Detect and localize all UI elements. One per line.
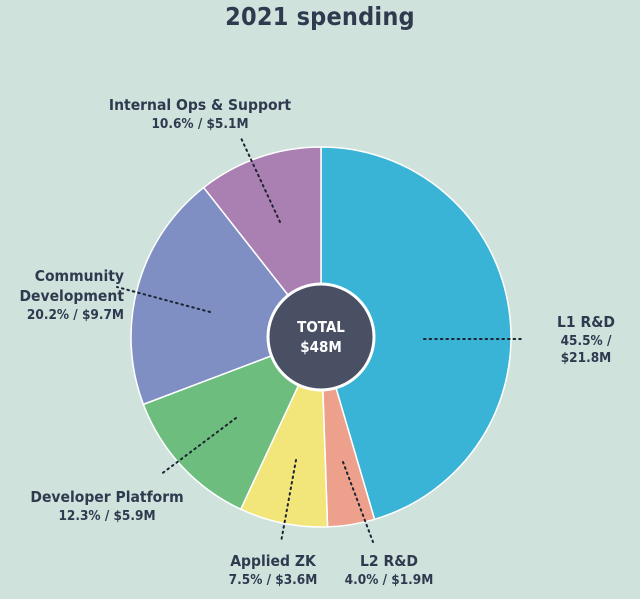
label-developer-platform-value: 12.3% / $5.9M — [58, 507, 156, 524]
label-developer-platform: Developer Platform 12.3% / $5.9M — [20, 488, 194, 525]
label-community-development: Community Development 20.2% / $9.7M — [0, 267, 124, 324]
label-l2-rnd-name: L2 R&D — [360, 552, 418, 570]
label-l2-rnd: L2 R&D 4.0% / $1.9M — [334, 552, 444, 589]
center-label-amount: $48M — [300, 338, 342, 356]
label-internal-ops-value: 10.6% / $5.1M — [151, 115, 249, 132]
label-l2-rnd-value: 4.0% / $1.9M — [344, 571, 434, 588]
label-applied-zk-name: Applied ZK — [230, 552, 316, 570]
leader-lines — [116, 137, 525, 543]
label-l1-rnd-value: 45.5% / $21.8M — [560, 332, 612, 367]
slice-l1-r-d — [320, 146, 512, 521]
label-developer-platform-name: Developer Platform — [30, 488, 184, 506]
chart-title: 2021 spending — [225, 2, 415, 31]
label-internal-ops: Internal Ops & Support 10.6% / $5.1M — [100, 96, 300, 133]
center-label-total: TOTAL — [297, 318, 345, 336]
label-l1-rnd: L1 R&D 45.5% / $21.8M — [538, 313, 634, 367]
leader-developer-platform — [159, 417, 237, 476]
label-community-development-value: 20.2% / $9.7M — [26, 306, 124, 323]
leader-community-development — [116, 286, 211, 313]
label-l1-rnd-name: L1 R&D — [557, 313, 615, 331]
slice-internal-ops-support — [202, 146, 322, 340]
slice-developer-platform — [142, 335, 323, 511]
label-community-development-name-1: Community — [34, 267, 124, 285]
center-circle — [266, 282, 376, 392]
label-applied-zk-value: 7.5% / $3.6M — [228, 571, 318, 588]
leader-internal-ops — [240, 137, 281, 223]
label-community-development-name-2: Development — [19, 286, 124, 305]
leader-applied-zk — [280, 459, 297, 543]
label-internal-ops-name: Internal Ops & Support — [108, 96, 292, 114]
label-applied-zk: Applied ZK 7.5% / $3.6M — [218, 552, 328, 589]
